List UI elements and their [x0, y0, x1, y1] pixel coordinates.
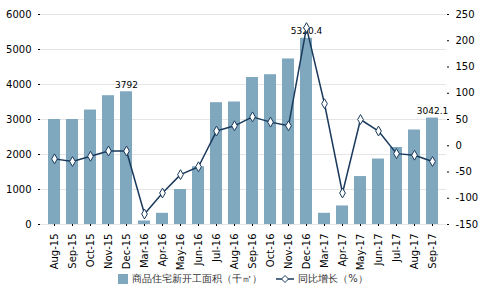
- svg-text:May-16: May-16: [175, 234, 186, 271]
- svg-text:Oct-15: Oct-15: [85, 234, 96, 268]
- svg-text:50: 50: [456, 114, 469, 125]
- svg-text:Sep-15: Sep-15: [67, 234, 78, 269]
- svg-text:-100: -100: [456, 192, 479, 203]
- svg-text:Dec-15: Dec-15: [121, 234, 132, 270]
- svg-text:May-17: May-17: [355, 234, 366, 271]
- svg-text:Aug-15: Aug-15: [49, 234, 60, 270]
- svg-text:Nov-15: Nov-15: [103, 234, 114, 270]
- svg-text:4000: 4000: [6, 79, 31, 90]
- svg-text:Aug-16: Aug-16: [229, 234, 240, 270]
- svg-text:250: 250: [456, 9, 475, 20]
- svg-text:Jun-16: Jun-16: [193, 234, 204, 267]
- svg-text:0: 0: [25, 219, 31, 230]
- svg-text:0: 0: [456, 140, 462, 151]
- svg-text:-150: -150: [456, 219, 479, 230]
- svg-text:6000: 6000: [6, 9, 31, 20]
- svg-text:Apr-17: Apr-17: [337, 234, 348, 267]
- svg-text:3042.1: 3042.1: [417, 106, 449, 116]
- svg-text:Jun-17: Jun-17: [373, 234, 384, 267]
- svg-text:Jul-17: Jul-17: [391, 234, 402, 263]
- svg-text:200: 200: [456, 35, 475, 46]
- svg-text:Oct-16: Oct-16: [265, 234, 276, 268]
- svg-text:5320.4: 5320.4: [290, 26, 323, 37]
- svg-text:Nov-16: Nov-16: [283, 234, 294, 270]
- svg-text:1000: 1000: [6, 184, 31, 195]
- svg-text:150: 150: [456, 61, 475, 72]
- svg-text:3792: 3792: [115, 80, 138, 90]
- svg-text:Aug-17: Aug-17: [409, 234, 420, 270]
- svg-text:2000: 2000: [6, 149, 31, 160]
- svg-text:100: 100: [456, 87, 475, 98]
- svg-text:5000: 5000: [6, 44, 31, 55]
- svg-text:Sep-17: Sep-17: [427, 234, 438, 269]
- html-text:商品住宅新开工面积（千㎡）: 商品住宅新开工面积（千㎡）: [132, 273, 263, 284]
- svg-text:3000: 3000: [6, 114, 31, 125]
- svg-text:Mar-16: Mar-16: [139, 234, 150, 269]
- svg-text:Dec-16: Dec-16: [301, 234, 312, 270]
- svg-text:-50: -50: [456, 166, 472, 177]
- svg-text:Apr-16: Apr-16: [157, 234, 168, 267]
- svg-text:Mar-17: Mar-17: [319, 234, 330, 269]
- svg-text:Sep-16: Sep-16: [247, 234, 258, 269]
- svg-text:Jul-16: Jul-16: [211, 234, 222, 263]
- html-text:同比增长（%）: 同比增长（%）: [298, 273, 368, 284]
